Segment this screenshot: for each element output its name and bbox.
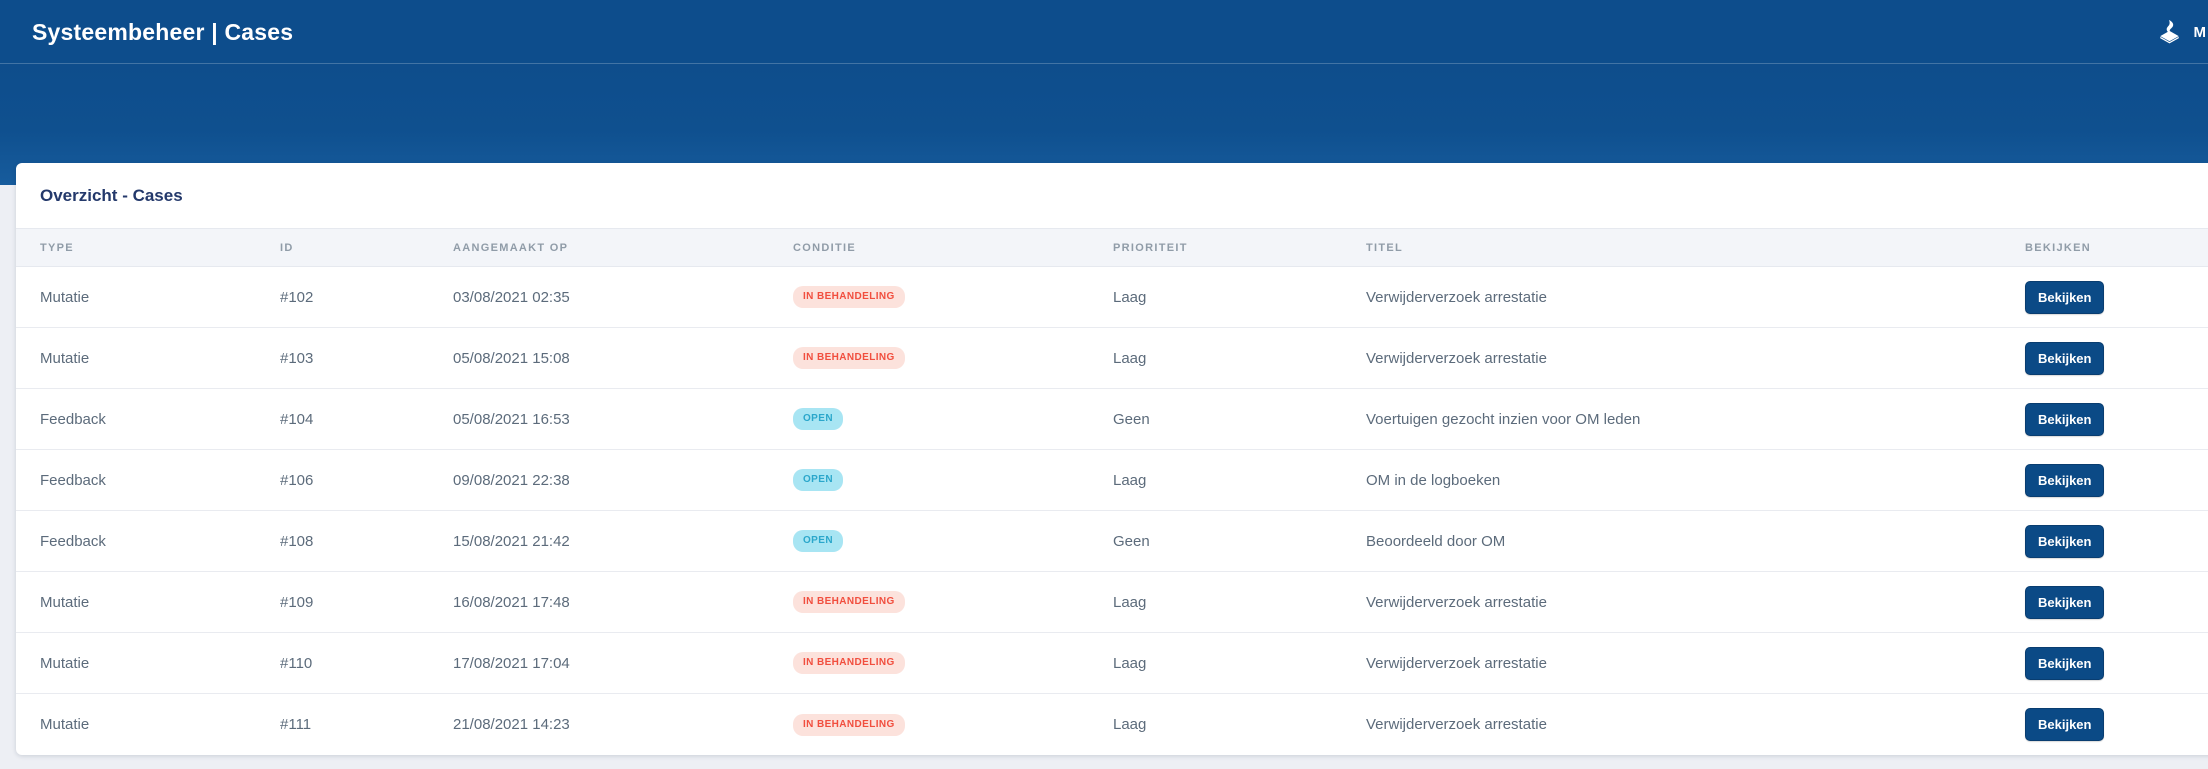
status-badge: OPEN: [793, 530, 843, 552]
cell-created: 21/08/2021 14:23: [453, 716, 570, 733]
status-badge: OPEN: [793, 469, 843, 491]
view-case-button[interactable]: Bekijken: [2025, 585, 2105, 619]
view-case-button[interactable]: Bekijken: [2025, 646, 2105, 680]
cell-created: 05/08/2021 15:08: [453, 349, 570, 367]
cell-title: Voertuigen gezocht inzien voor OM leden: [1366, 410, 1641, 428]
column-header-type: TYPE: [40, 241, 74, 254]
card-title: Overzicht - Cases: [40, 185, 183, 205]
column-header-conditie: CONDITIE: [793, 241, 856, 254]
table-row: Mutatie #109 16/08/2021 17:48 IN BEHANDE…: [16, 572, 2208, 633]
cell-type: Feedback: [40, 532, 106, 550]
table-row: Feedback #104 05/08/2021 16:53 OPEN Geen…: [16, 389, 2208, 450]
cell-created: 05/08/2021 16:53: [453, 410, 570, 428]
cell-created: 16/08/2021 17:48: [453, 593, 570, 611]
table-row: Mutatie #111 21/08/2021 14:23 IN BEHANDE…: [16, 694, 2208, 755]
table-body: Mutatie #102 03/08/2021 02:35 IN BEHANDE…: [16, 267, 2208, 755]
column-header-id: ID: [280, 241, 294, 254]
status-badge: IN BEHANDELING: [793, 591, 905, 613]
cell-priority: Laag: [1113, 716, 1147, 733]
cell-id: #102: [280, 288, 314, 306]
cell-title: OM in de logboeken: [1366, 471, 1501, 489]
cell-id: #103: [280, 349, 314, 367]
cell-type: Mutatie: [40, 654, 90, 672]
table-header-row: TYPE ID AANGEMAAKT OP CONDITIE PRIORITEI…: [16, 228, 2208, 267]
cell-type: Mutatie: [40, 593, 90, 611]
cell-type: Mutatie: [40, 349, 90, 367]
cell-created: 03/08/2021 02:35: [453, 288, 570, 306]
cell-priority: Geen: [1113, 532, 1150, 550]
cell-type: Feedback: [40, 410, 106, 428]
cell-title: Verwijderverzoek arrestatie: [1366, 288, 1547, 306]
cell-type: Mutatie: [40, 716, 90, 733]
status-badge: IN BEHANDELING: [793, 713, 905, 736]
cell-id: #108: [280, 532, 314, 550]
cell-priority: Laag: [1113, 471, 1147, 489]
table-row: Mutatie #102 03/08/2021 02:35 IN BEHANDE…: [16, 267, 2208, 328]
cell-title: Beoordeeld door OM: [1366, 532, 1506, 550]
view-case-button[interactable]: Bekijken: [2025, 708, 2105, 741]
view-case-button[interactable]: Bekijken: [2025, 341, 2105, 375]
topbar: Systeembeheer | Cases M: [0, 0, 2208, 64]
cell-priority: Laag: [1113, 654, 1147, 672]
cases-card: Overzicht - Cases TYPE ID AANGEMAAKT OP …: [16, 163, 2208, 755]
politie-flame-icon[interactable]: [2156, 19, 2183, 46]
topbar-right-group: M: [2156, 0, 2207, 64]
status-badge: IN BEHANDELING: [793, 286, 905, 308]
cell-priority: Laag: [1113, 349, 1147, 367]
column-header-aangemaakt: AANGEMAAKT OP: [453, 241, 569, 254]
table-row: Mutatie #103 05/08/2021 15:08 IN BEHANDE…: [16, 328, 2208, 389]
cell-id: #104: [280, 410, 314, 428]
cell-created: 17/08/2021 17:04: [453, 654, 570, 672]
status-badge: IN BEHANDELING: [793, 652, 905, 674]
view-case-button[interactable]: Bekijken: [2025, 280, 2105, 314]
column-header-bekijken: BEKIJKEN: [2025, 241, 2092, 254]
cell-id: #109: [280, 593, 314, 611]
view-case-button[interactable]: Bekijken: [2025, 524, 2105, 558]
cell-priority: Geen: [1113, 410, 1150, 428]
page-title: Systeembeheer | Cases: [32, 18, 294, 45]
column-header-prioriteit: PRIORITEIT: [1113, 241, 1188, 254]
topbar-menu-label[interactable]: M: [2193, 23, 2207, 41]
table-row: Feedback #106 09/08/2021 22:38 OPEN Laag…: [16, 450, 2208, 511]
cell-priority: Laag: [1113, 593, 1147, 611]
view-case-button[interactable]: Bekijken: [2025, 463, 2105, 497]
cell-title: Verwijderverzoek arrestatie: [1366, 349, 1547, 367]
status-badge: IN BEHANDELING: [793, 347, 905, 369]
card-title-wrap: Overzicht - Cases: [16, 163, 2208, 228]
cell-title: Verwijderverzoek arrestatie: [1366, 716, 1547, 733]
cell-id: #110: [280, 654, 313, 672]
column-header-titel: TITEL: [1366, 241, 1404, 254]
view-case-button[interactable]: Bekijken: [2025, 402, 2105, 436]
cell-type: Feedback: [40, 471, 106, 489]
cell-title: Verwijderverzoek arrestatie: [1366, 654, 1547, 672]
status-badge: OPEN: [793, 408, 843, 430]
cell-id: #106: [280, 471, 314, 489]
table-row: Mutatie #110 17/08/2021 17:04 IN BEHANDE…: [16, 633, 2208, 694]
cell-priority: Laag: [1113, 288, 1147, 306]
cell-type: Mutatie: [40, 288, 90, 306]
cell-id: #111: [280, 716, 312, 733]
cell-created: 09/08/2021 22:38: [453, 471, 570, 489]
cell-created: 15/08/2021 21:42: [453, 532, 570, 550]
cell-title: Verwijderverzoek arrestatie: [1366, 593, 1547, 611]
table-row: Feedback #108 15/08/2021 21:42 OPEN Geen…: [16, 511, 2208, 572]
